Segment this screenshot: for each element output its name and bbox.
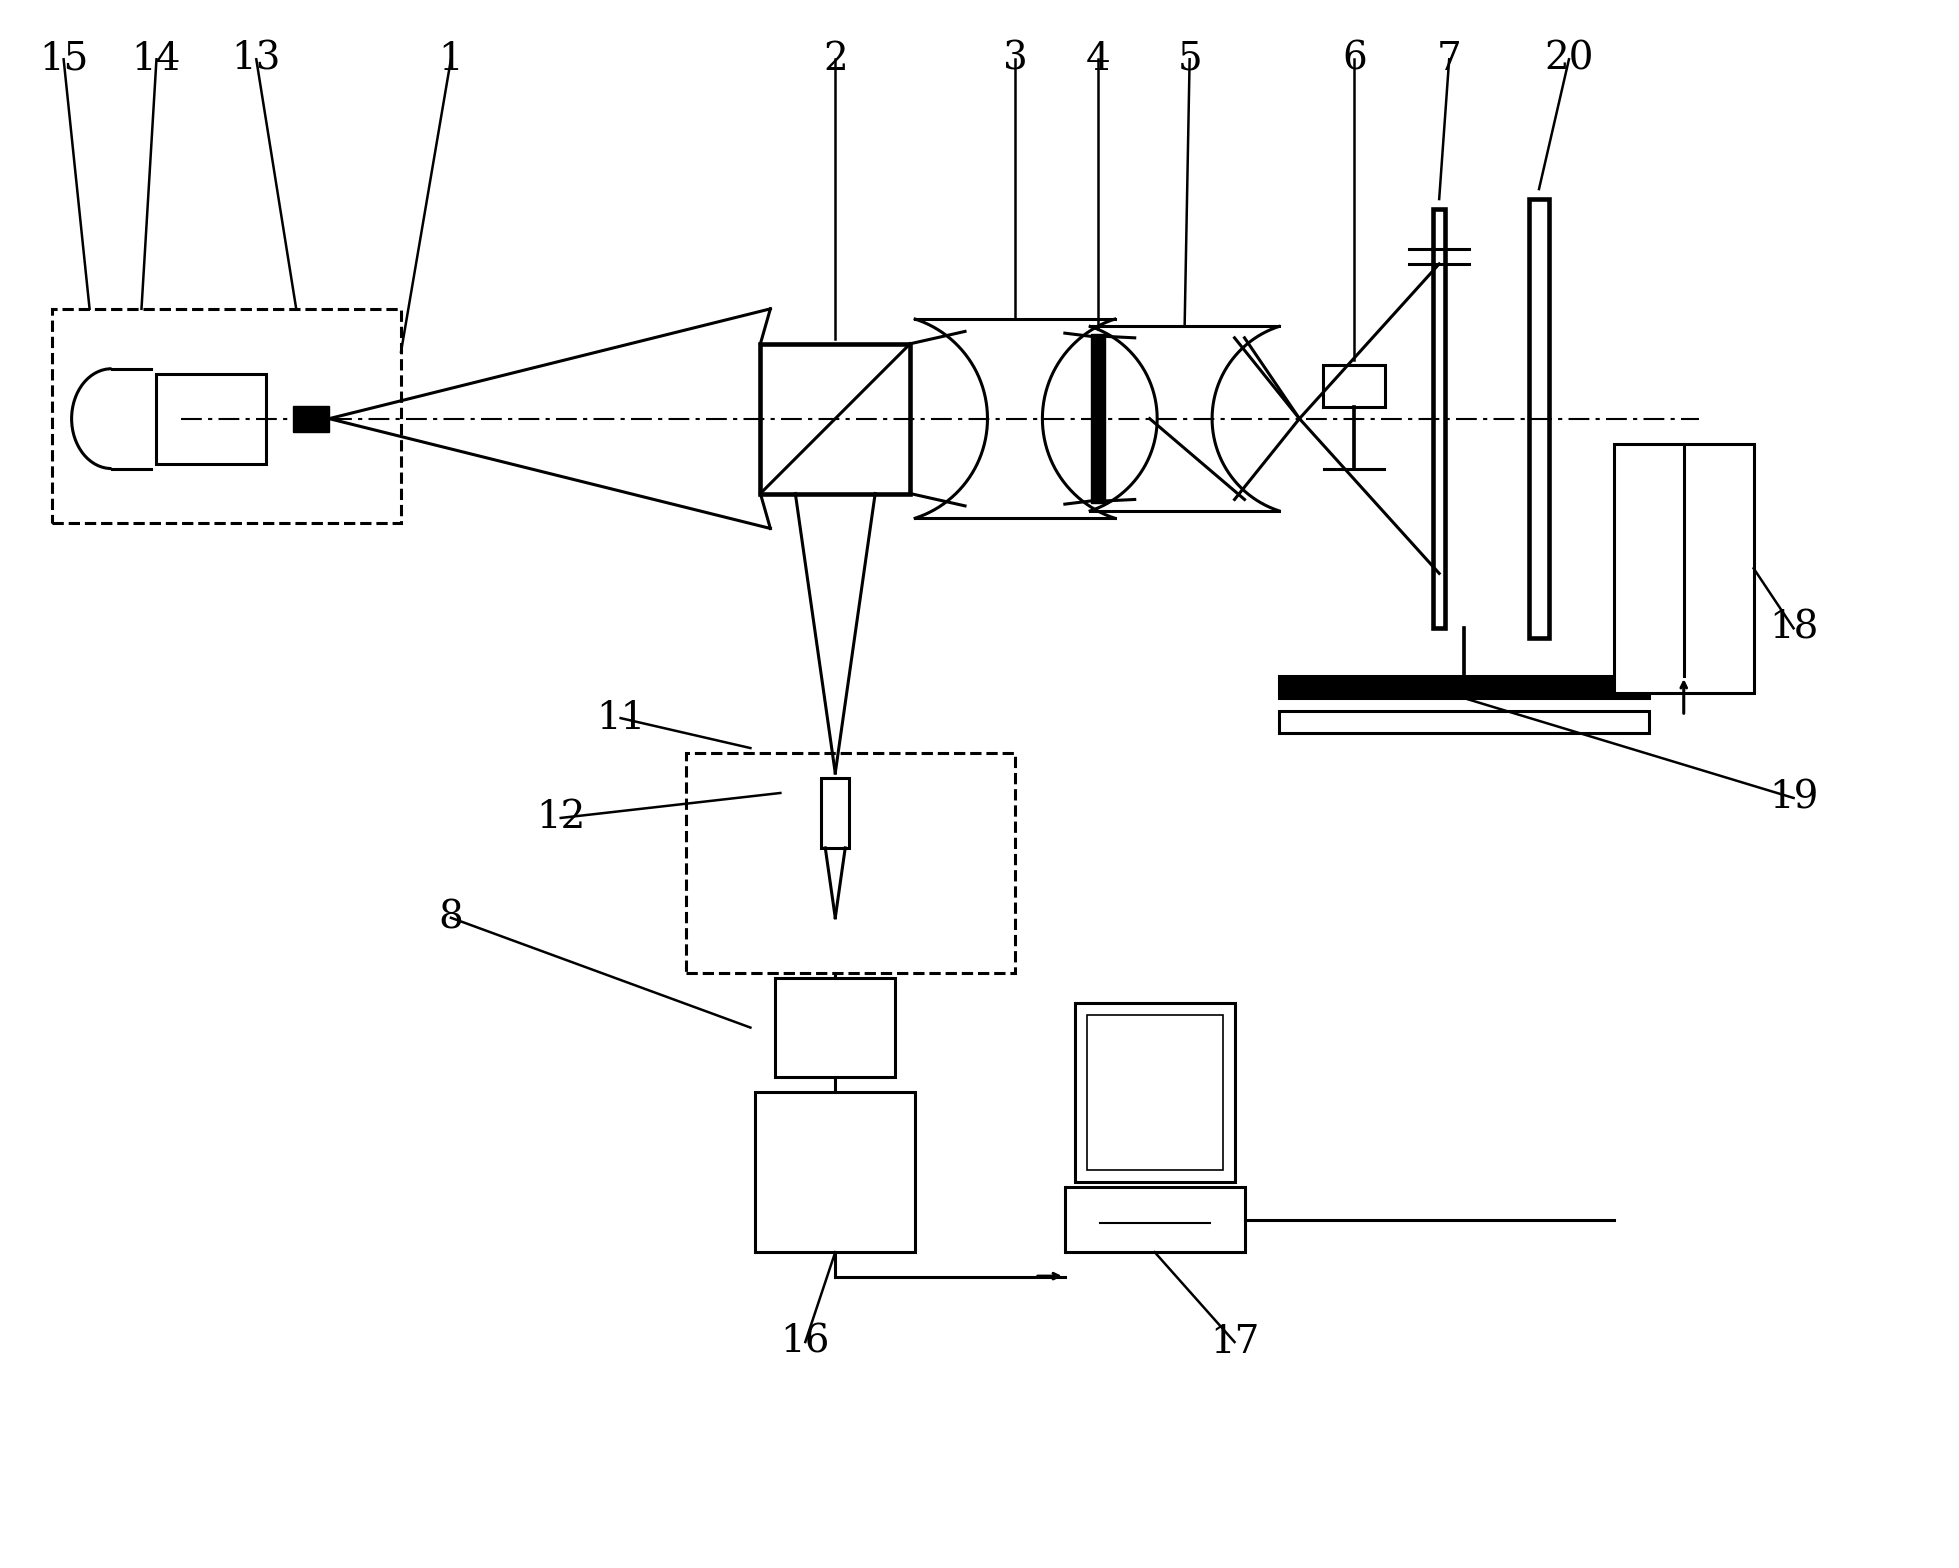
Bar	[776, 978, 895, 1077]
Text: 7: 7	[1436, 41, 1461, 78]
Bar	[294, 406, 329, 431]
Text: 5: 5	[1177, 41, 1203, 78]
Bar	[1614, 444, 1753, 693]
Bar	[821, 778, 850, 848]
Bar	[1087, 1014, 1222, 1170]
Bar	[1279, 712, 1649, 734]
Bar	[1066, 1187, 1244, 1253]
Bar	[1091, 334, 1105, 503]
Text: 18: 18	[1769, 610, 1818, 646]
Bar	[756, 1093, 915, 1253]
Text: 8: 8	[439, 900, 464, 936]
Bar	[51, 309, 402, 524]
Text: 3: 3	[1003, 41, 1027, 78]
Bar	[1530, 199, 1550, 638]
Text: 4: 4	[1085, 41, 1111, 78]
Bar	[1324, 365, 1385, 406]
Text: 17: 17	[1211, 1323, 1260, 1361]
Bar	[1075, 1002, 1234, 1182]
Text: 2: 2	[823, 41, 848, 78]
Text: 20: 20	[1544, 41, 1595, 78]
Text: 12: 12	[537, 800, 586, 836]
Bar	[760, 343, 911, 494]
Text: 15: 15	[39, 41, 88, 78]
Bar	[157, 373, 266, 464]
Bar	[686, 753, 1015, 972]
Text: 19: 19	[1769, 779, 1818, 817]
Text: 11: 11	[596, 699, 645, 737]
Bar	[1434, 209, 1446, 629]
Text: 16: 16	[780, 1323, 831, 1361]
Text: 14: 14	[131, 41, 182, 78]
Text: 13: 13	[231, 41, 280, 78]
Bar	[1279, 676, 1649, 698]
Text: 1: 1	[439, 41, 462, 78]
Text: 6: 6	[1342, 41, 1367, 78]
